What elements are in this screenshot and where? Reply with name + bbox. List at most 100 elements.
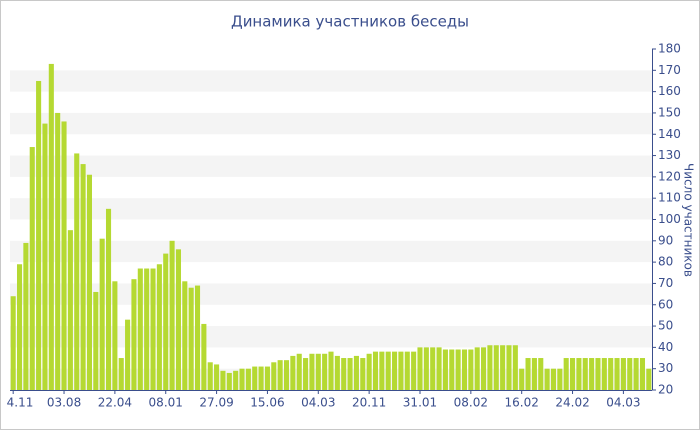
bar — [360, 358, 366, 390]
bar — [487, 345, 493, 390]
bar — [347, 358, 353, 390]
bar — [334, 355, 340, 390]
x-tick-label: 08.01 — [149, 396, 183, 410]
bar — [220, 370, 226, 390]
y-tick-label: 90 — [658, 233, 673, 247]
bar — [500, 345, 506, 390]
bar — [112, 281, 118, 390]
bar — [303, 358, 309, 390]
bar — [214, 364, 220, 390]
y-tick-label: 80 — [658, 255, 673, 269]
bar — [188, 287, 194, 390]
x-tick-label: 27.09 — [199, 396, 233, 410]
x-tick-label: 04.03 — [606, 396, 640, 410]
bar — [576, 358, 582, 390]
x-tick-label: 20.11 — [352, 396, 386, 410]
bar — [74, 153, 80, 390]
bar — [207, 362, 213, 390]
bar — [341, 358, 347, 390]
bar — [105, 208, 112, 390]
x-tick-label: 08.02 — [454, 396, 488, 410]
bar — [582, 358, 588, 390]
bar — [264, 366, 270, 390]
bar — [589, 358, 595, 390]
bar — [423, 347, 429, 390]
y-tick-label: 130 — [658, 148, 681, 162]
bar — [512, 345, 518, 390]
bar — [252, 366, 258, 390]
bar — [67, 230, 73, 390]
bar — [392, 351, 398, 390]
bar — [283, 360, 290, 390]
bar — [449, 349, 455, 390]
x-tick-label: 4.11 — [7, 396, 34, 410]
bar — [36, 80, 42, 390]
bar — [544, 368, 550, 390]
bar — [309, 353, 315, 390]
bar — [493, 345, 499, 390]
bar — [474, 347, 480, 390]
y-tick-label: 20 — [658, 383, 673, 397]
bar — [455, 349, 461, 390]
bar — [442, 349, 448, 390]
grid-band — [10, 70, 652, 92]
bar — [398, 351, 404, 390]
bar — [169, 240, 175, 390]
bar — [271, 362, 277, 390]
bar — [353, 355, 359, 390]
bar — [411, 351, 417, 390]
bar — [137, 268, 143, 390]
bar — [42, 123, 48, 390]
bar — [639, 358, 646, 390]
bar — [570, 358, 576, 390]
chart-title: Динамика участников беседы — [231, 13, 469, 31]
bar — [608, 358, 614, 390]
bar — [156, 264, 162, 390]
bar — [118, 358, 124, 390]
bar — [258, 366, 264, 390]
bar — [601, 358, 607, 390]
bar — [10, 296, 16, 390]
bar — [385, 351, 391, 390]
grid-band — [10, 112, 652, 135]
bar — [99, 238, 105, 390]
x-tick-label: 04.03 — [301, 396, 335, 410]
bar — [144, 268, 150, 390]
bar — [86, 174, 92, 390]
x-tick-label: 22.04 — [98, 396, 132, 410]
bar — [461, 349, 468, 390]
bar — [379, 351, 385, 390]
grid-band — [10, 155, 652, 177]
bar — [633, 358, 639, 390]
bar — [29, 147, 35, 390]
bar — [55, 112, 61, 390]
bar — [550, 368, 557, 390]
bar — [614, 358, 620, 390]
bar — [245, 368, 251, 390]
bar — [226, 372, 232, 390]
bar — [595, 358, 601, 390]
bar — [194, 285, 201, 390]
bar — [627, 358, 633, 390]
bar — [328, 351, 334, 390]
bar — [125, 319, 131, 390]
bar — [436, 347, 442, 390]
y-tick-label: 30 — [658, 361, 673, 375]
bar — [646, 368, 652, 390]
bar — [277, 360, 283, 390]
x-tick-label: 16.02 — [505, 396, 539, 410]
y-tick-label: 40 — [658, 340, 673, 354]
bar — [23, 242, 29, 390]
x-tick-label: 03.08 — [47, 396, 81, 410]
bar — [372, 351, 379, 390]
bar — [315, 353, 321, 390]
y-tick-label: 180 — [658, 42, 681, 56]
bar — [506, 345, 512, 390]
bar — [404, 351, 410, 390]
bar — [201, 323, 207, 390]
bar — [519, 368, 525, 390]
bar — [80, 164, 86, 390]
x-tick-label: 24.02 — [555, 396, 589, 410]
bar — [16, 264, 23, 390]
